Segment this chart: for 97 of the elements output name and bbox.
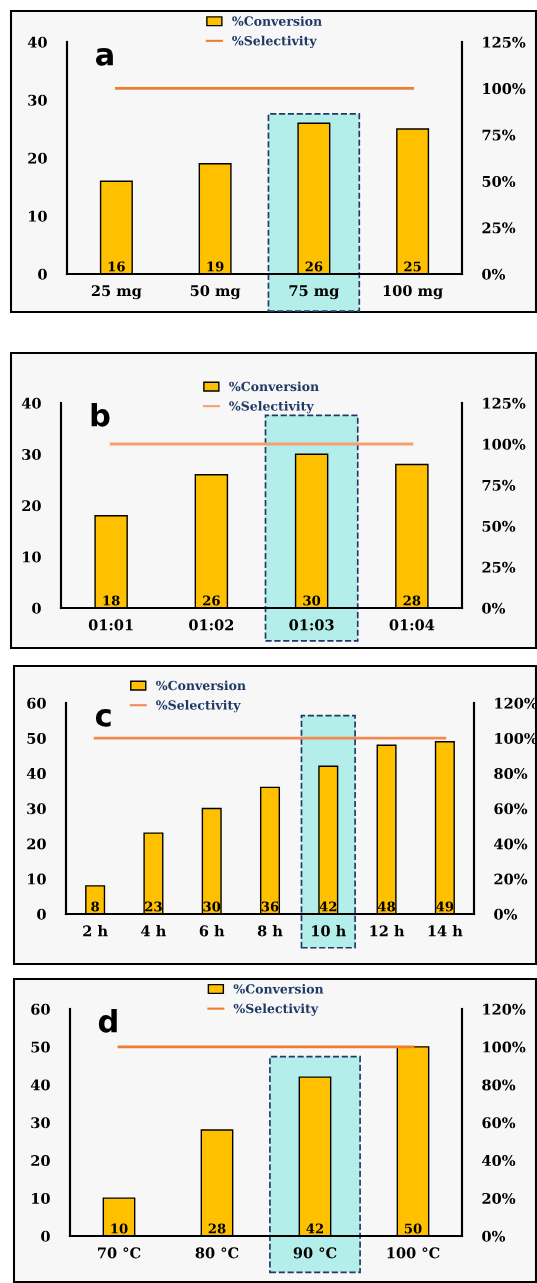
data-label: 49 — [436, 901, 454, 912]
x-tick-label: 01:03 — [289, 619, 334, 631]
y2-tick-label: 20% — [494, 873, 528, 885]
x-tick-label: 70 °C — [98, 1247, 141, 1259]
data-label: 25 — [404, 261, 421, 272]
y2-tick-label: 100% — [483, 438, 526, 450]
data-label: 26 — [203, 595, 220, 606]
y2-tick-label: 50% — [482, 175, 516, 187]
chart-title: c — [95, 709, 111, 727]
y2-tick-label: 75% — [482, 479, 516, 491]
y-tick-label: 20 — [27, 838, 46, 850]
data-label: 18 — [103, 595, 120, 606]
chart-title: b — [91, 403, 110, 427]
data-label: 19 — [207, 261, 224, 272]
y-tick-label: 0 — [37, 908, 46, 920]
legend-label: %Selectivity — [233, 1003, 319, 1016]
y2-tick-label: 0% — [482, 268, 506, 280]
y2-tick-label: 25% — [482, 222, 516, 234]
y2-tick-label: 25% — [482, 561, 516, 573]
data-label: 42 — [306, 1223, 323, 1234]
y-tick-label: 30 — [28, 94, 47, 106]
y-tick-label: 40 — [30, 1079, 50, 1091]
x-tick-label: 14 h — [428, 925, 463, 937]
legend-label: %Selectivity — [232, 35, 317, 48]
x-tick-label: 6 h — [199, 925, 225, 937]
x-tick-label: 01:04 — [389, 619, 435, 631]
x-tick-label: 01:02 — [189, 619, 234, 631]
y2-tick-label: 120% — [483, 1003, 526, 1015]
data-label: 28 — [208, 1223, 226, 1234]
x-tick-label: 12 h — [370, 925, 405, 937]
x-tick-label: 50 mg — [190, 285, 241, 300]
x-tick-label: 80 °C — [195, 1247, 239, 1259]
data-label: 16 — [108, 261, 125, 272]
y-tick-label: 60 — [31, 1003, 50, 1015]
legend-label: %Conversion — [229, 381, 319, 392]
y-tick-label: 10 — [32, 1192, 50, 1204]
legend-label: %Selectivity — [156, 700, 241, 713]
y-tick-label: 0 — [41, 1230, 50, 1242]
y2-tick-label: 0% — [482, 1230, 506, 1242]
y-tick-label: 40 — [26, 768, 46, 780]
x-tick-label: 2 h — [83, 925, 108, 937]
y2-tick-label: 100% — [483, 83, 526, 95]
y2-tick-label: 40% — [494, 838, 528, 850]
y2-tick-label: 125% — [483, 36, 526, 48]
y-tick-label: 30 — [27, 803, 46, 815]
chart-title: a — [95, 48, 113, 66]
y2-tick-label: 0% — [494, 908, 518, 920]
x-tick-label: 90 °C — [293, 1247, 337, 1259]
y-tick-label: 10 — [28, 873, 46, 885]
y-tick-label: 30 — [22, 448, 41, 460]
x-tick-label: 25 mg — [91, 285, 142, 300]
y-tick-label: 40 — [21, 397, 41, 409]
y2-tick-label: 75% — [482, 129, 516, 141]
data-label: 36 — [261, 901, 279, 912]
legend-label: %Selectivity — [229, 401, 314, 414]
y2-tick-label: 40% — [482, 1155, 516, 1167]
y-tick-label: 0 — [38, 268, 47, 280]
y2-tick-label: 100% — [495, 732, 537, 744]
y-tick-label: 40 — [27, 36, 47, 48]
x-tick-label: 01:01 — [88, 619, 133, 631]
data-label: 48 — [377, 901, 396, 912]
y2-tick-label: 20% — [482, 1192, 516, 1204]
y-tick-label: 10 — [23, 551, 41, 563]
y2-tick-label: 125% — [483, 397, 526, 409]
chart-title: d — [98, 1009, 117, 1033]
data-label: 8 — [91, 901, 100, 912]
data-label: 50 — [404, 1223, 422, 1234]
y-tick-label: 50 — [27, 732, 46, 744]
data-label: 26 — [305, 261, 323, 272]
x-tick-label: 10 h — [312, 925, 346, 937]
y2-tick-label: 50% — [482, 520, 516, 532]
y-tick-label: 20 — [22, 500, 41, 512]
legend-label: %Conversion — [233, 983, 324, 994]
y2-tick-label: 100% — [483, 1041, 526, 1053]
y-tick-label: 20 — [31, 1155, 50, 1167]
y2-tick-label: 0% — [482, 602, 506, 614]
x-tick-label: 75 mg — [289, 285, 340, 300]
y2-tick-label: 60% — [494, 803, 528, 815]
legend-label: %Conversion — [156, 680, 246, 691]
y2-tick-label: 80% — [494, 768, 528, 780]
y-tick-label: 20 — [28, 152, 47, 164]
x-tick-label: 100 °C — [387, 1247, 440, 1259]
x-tick-label: 100 mg — [383, 285, 443, 300]
y2-tick-label: 80% — [482, 1079, 516, 1091]
data-label: 30 — [303, 595, 321, 606]
y2-tick-label: 60% — [482, 1117, 516, 1129]
x-tick-label: 8 h — [257, 925, 283, 937]
x-tick-label: 4 h — [141, 925, 167, 937]
data-label: 10 — [111, 1223, 128, 1234]
y-tick-label: 10 — [29, 210, 47, 222]
data-label: 23 — [145, 901, 162, 912]
y-tick-label: 60 — [27, 697, 46, 709]
y-tick-label: 50 — [31, 1041, 50, 1053]
legend-label: %Conversion — [232, 16, 322, 26]
y-tick-label: 0 — [32, 602, 41, 614]
y-tick-label: 30 — [31, 1117, 50, 1129]
data-label: 28 — [403, 595, 421, 606]
